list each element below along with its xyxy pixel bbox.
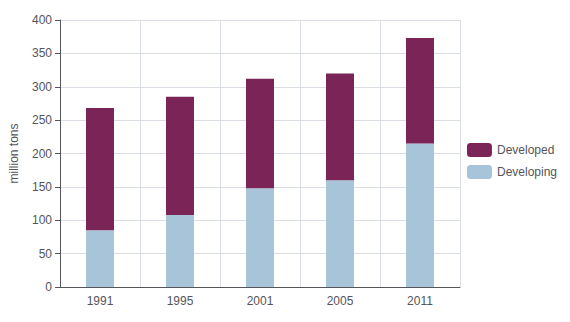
svg-text:100: 100 [32,213,52,227]
svg-text:250: 250 [32,113,52,127]
svg-text:2011: 2011 [407,294,433,308]
svg-text:2005: 2005 [327,294,354,308]
svg-text:million tons: million tons [7,123,21,183]
svg-text:1995: 1995 [167,294,194,308]
svg-text:0: 0 [45,280,52,294]
svg-text:50: 50 [39,247,53,261]
svg-text:Developing: Developing [497,165,557,179]
svg-text:1991: 1991 [87,294,114,308]
svg-text:350: 350 [32,46,52,60]
svg-text:200: 200 [32,147,52,161]
svg-text:2001: 2001 [247,294,274,308]
svg-text:300: 300 [32,80,52,94]
svg-text:400: 400 [32,13,52,27]
svg-text:Developed: Developed [497,143,554,157]
svg-text:150: 150 [32,180,52,194]
